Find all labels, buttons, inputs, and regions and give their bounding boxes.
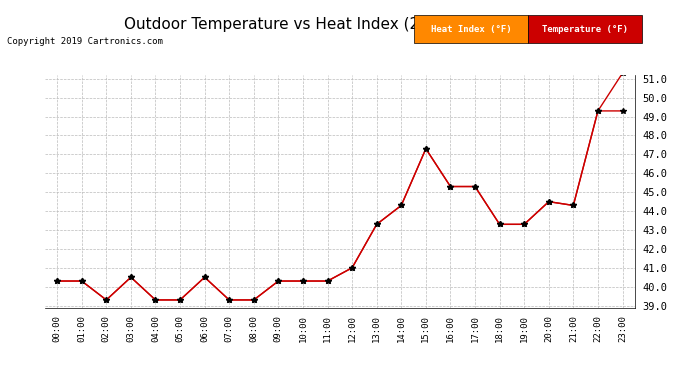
Text: Copyright 2019 Cartronics.com: Copyright 2019 Cartronics.com — [7, 38, 163, 46]
Text: Heat Index (°F): Heat Index (°F) — [431, 25, 511, 34]
Text: Outdoor Temperature vs Heat Index (24 Hours) 20190313: Outdoor Temperature vs Heat Index (24 Ho… — [124, 17, 566, 32]
Text: Temperature (°F): Temperature (°F) — [542, 25, 628, 34]
